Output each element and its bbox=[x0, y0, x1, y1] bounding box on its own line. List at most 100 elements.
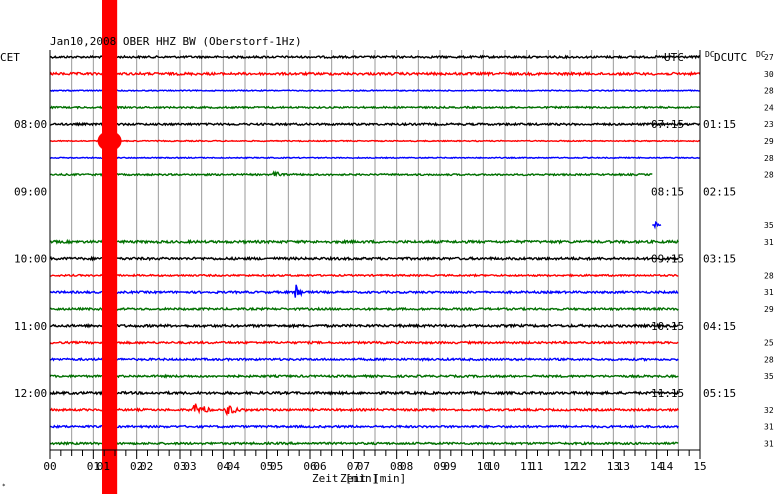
x-tick-label: 13 bbox=[607, 460, 620, 473]
utc-time-label: 11:15 bbox=[651, 387, 684, 400]
trace-row-2 bbox=[49, 89, 700, 93]
dc-value: 35 bbox=[764, 221, 774, 230]
x-tick-label-overlap: 01 bbox=[97, 460, 110, 473]
x-tick-label-overlap: 06 bbox=[313, 460, 326, 473]
x-tick-label: 00 bbox=[43, 460, 56, 473]
x-tick-label: 04 bbox=[217, 460, 231, 473]
dc-value: 28 bbox=[764, 87, 774, 96]
trace-row-16 bbox=[50, 322, 679, 329]
x-tick-label: 14 bbox=[650, 460, 664, 473]
x-tick-label: 02 bbox=[130, 460, 143, 473]
cet-axis-label: CET bbox=[0, 51, 20, 64]
red-band-layer bbox=[97, 0, 122, 494]
utc-axis-label: UTC bbox=[664, 51, 684, 64]
utc2-time-label: 01:15 bbox=[703, 118, 736, 131]
dc-value: 28 bbox=[764, 271, 774, 280]
dc-value: 28 bbox=[764, 171, 774, 180]
dcutc-axis-label: DCUTC bbox=[714, 51, 747, 64]
dc-value: 29 bbox=[764, 137, 774, 146]
x-axis: 00 01 02 03 04 05 06 07 08 09 10 11 12 13 14 15 01 02 03 04… bbox=[43, 450, 707, 473]
trace-row-3 bbox=[49, 105, 701, 110]
x-tick-label: 09 bbox=[433, 460, 446, 473]
x-tick-label-overlap: 05 bbox=[270, 460, 283, 473]
x-tick-label: 03 bbox=[173, 460, 186, 473]
dc-value: 25 bbox=[764, 339, 774, 348]
x-tick-label-overlap: 07 bbox=[357, 460, 370, 473]
x-tick-label-overlap: 14 bbox=[660, 460, 674, 473]
dc-values: 27 30 28 24 23 29 28 28 35 31 28 31 29 25 28 35 32 31 31 bbox=[764, 53, 774, 448]
x-tick-label: 07 bbox=[347, 460, 360, 473]
cet-time-label: 09:00 bbox=[14, 185, 47, 198]
trace-row-14 bbox=[49, 284, 679, 298]
x-tick-label-overlap: 02 bbox=[140, 460, 153, 473]
dc-label: DC bbox=[705, 50, 715, 59]
x-tick-label: 10 bbox=[477, 460, 490, 473]
trace-row-21 bbox=[49, 403, 679, 417]
utc2-time-label: 05:15 bbox=[703, 387, 736, 400]
utc-time-label: 07:15 bbox=[651, 118, 684, 131]
dc-value: 29 bbox=[764, 305, 774, 314]
cet-time-label: 08:00 bbox=[14, 118, 47, 131]
dc-value: 28 bbox=[764, 355, 774, 364]
trace-row-5 bbox=[49, 139, 701, 143]
trace-row-13 bbox=[50, 273, 679, 278]
trace-row-10 bbox=[652, 220, 662, 230]
x-tick-label: 15 bbox=[693, 460, 706, 473]
dc-value: 31 bbox=[764, 439, 774, 448]
x-tick-label: 11 bbox=[520, 460, 533, 473]
x-tick-label: 01 bbox=[87, 460, 100, 473]
dc-value: 31 bbox=[764, 288, 774, 297]
x-tick-label: 08 bbox=[390, 460, 403, 473]
x-tick-label: 05 bbox=[260, 460, 273, 473]
x-axis-label: Zeit [min] bbox=[312, 472, 378, 485]
dc-value: 35 bbox=[764, 372, 774, 381]
trace-row-15 bbox=[49, 306, 679, 312]
dc-value: 23 bbox=[764, 120, 774, 129]
time-labels: 08:00 07:15 01:15 09:00 08:15 02:15 10:00 09:15… bbox=[14, 118, 736, 400]
trace-row-0 bbox=[49, 54, 701, 60]
trace-row-17 bbox=[49, 340, 679, 345]
dc-label-right: DC bbox=[756, 50, 766, 59]
utc-time-label: 08:15 bbox=[651, 185, 684, 198]
utc-time-label: 09:15 bbox=[651, 253, 684, 266]
utc2-time-label: 03:15 bbox=[703, 253, 736, 266]
cet-time-label: 10:00 bbox=[14, 253, 47, 266]
x-tick-label-overlap: 08 bbox=[400, 460, 413, 473]
dc-value: 31 bbox=[764, 238, 774, 247]
dc-value: 32 bbox=[764, 406, 774, 415]
trace-row-1 bbox=[49, 70, 701, 77]
grid-lines bbox=[71, 50, 679, 450]
trace-row-18 bbox=[49, 357, 679, 362]
chart-title: Jan10,2008 OBER HHZ BW (Oberstorf-1Hz) bbox=[50, 35, 302, 48]
trace-row-4 bbox=[49, 121, 700, 127]
utc2-time-label: 04:15 bbox=[703, 320, 736, 333]
trace-row-19 bbox=[49, 373, 679, 379]
dc-value: 24 bbox=[764, 103, 774, 112]
utc-time-label: 10:15 bbox=[651, 320, 684, 333]
trace-row-22 bbox=[50, 424, 679, 430]
cet-time-label: 12:00 bbox=[14, 387, 47, 400]
dc-value: 31 bbox=[764, 423, 774, 432]
trace-row-6 bbox=[49, 156, 701, 160]
trace-row-7 bbox=[49, 170, 653, 178]
dc-value: 30 bbox=[764, 70, 774, 79]
cet-time-label: 11:00 bbox=[14, 320, 47, 333]
trace-row-11 bbox=[49, 238, 679, 245]
x-tick-label: 06 bbox=[303, 460, 316, 473]
saturated-band bbox=[102, 0, 118, 494]
seismogram-traces bbox=[49, 54, 701, 446]
dc-value: 28 bbox=[764, 154, 774, 163]
dc-value: 27 bbox=[764, 53, 774, 62]
corner-mark: * bbox=[2, 483, 6, 490]
x-axis-label-overlap: Zeit [min] bbox=[340, 472, 406, 485]
utc2-time-label: 02:15 bbox=[703, 185, 736, 198]
saturated-blob bbox=[97, 131, 122, 151]
x-tick-label-overlap: 10 bbox=[487, 460, 500, 473]
x-tick-label-overlap: 09 bbox=[443, 460, 456, 473]
x-tick-label-overlap: 12 bbox=[573, 460, 586, 473]
trace-row-12 bbox=[49, 255, 679, 262]
x-tick-label: 12 bbox=[563, 460, 576, 473]
x-tick-label-overlap: 11 bbox=[530, 460, 543, 473]
x-tick-label-overlap: 04 bbox=[227, 460, 241, 473]
